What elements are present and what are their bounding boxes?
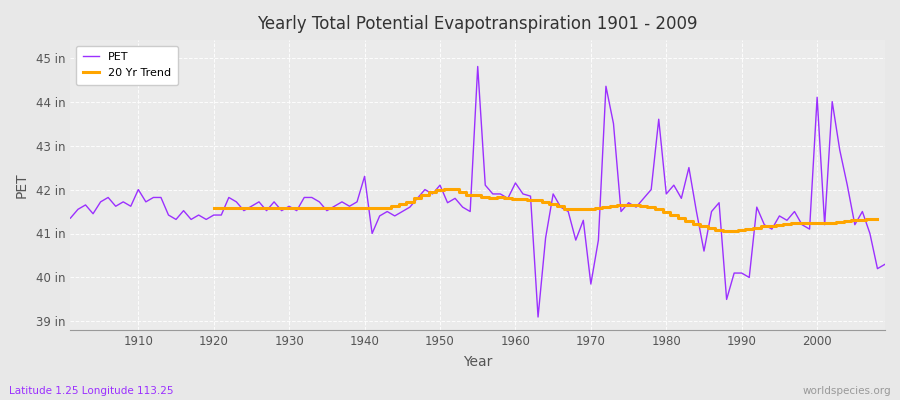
PET xyxy=(292,208,302,213)
PET xyxy=(879,262,890,267)
20 Yr Trend xyxy=(872,216,883,221)
PET xyxy=(337,200,347,204)
20 Yr Trend xyxy=(812,221,823,226)
PET xyxy=(472,64,483,69)
20 Yr Trend xyxy=(276,206,287,211)
Y-axis label: PET: PET xyxy=(15,172,29,198)
Title: Yearly Total Potential Evapotranspiration 1901 - 2009: Yearly Total Potential Evapotranspiratio… xyxy=(257,15,698,33)
PET xyxy=(518,192,528,196)
PET xyxy=(533,315,544,320)
Line: PET: PET xyxy=(70,66,885,317)
20 Yr Trend xyxy=(208,206,219,211)
Text: Latitude 1.25 Longitude 113.25: Latitude 1.25 Longitude 113.25 xyxy=(9,386,174,396)
20 Yr Trend xyxy=(292,206,302,211)
PET xyxy=(616,209,626,214)
X-axis label: Year: Year xyxy=(463,355,492,369)
PET xyxy=(65,216,76,220)
Line: 20 Yr Trend: 20 Yr Trend xyxy=(213,189,878,231)
20 Yr Trend xyxy=(344,206,355,211)
20 Yr Trend xyxy=(555,204,566,209)
PET xyxy=(510,180,521,185)
Text: worldspecies.org: worldspecies.org xyxy=(803,386,891,396)
PET xyxy=(125,204,136,209)
20 Yr Trend xyxy=(472,193,483,198)
20 Yr Trend xyxy=(721,229,732,234)
20 Yr Trend xyxy=(442,186,453,191)
Legend: PET, 20 Yr Trend: PET, 20 Yr Trend xyxy=(76,46,178,85)
